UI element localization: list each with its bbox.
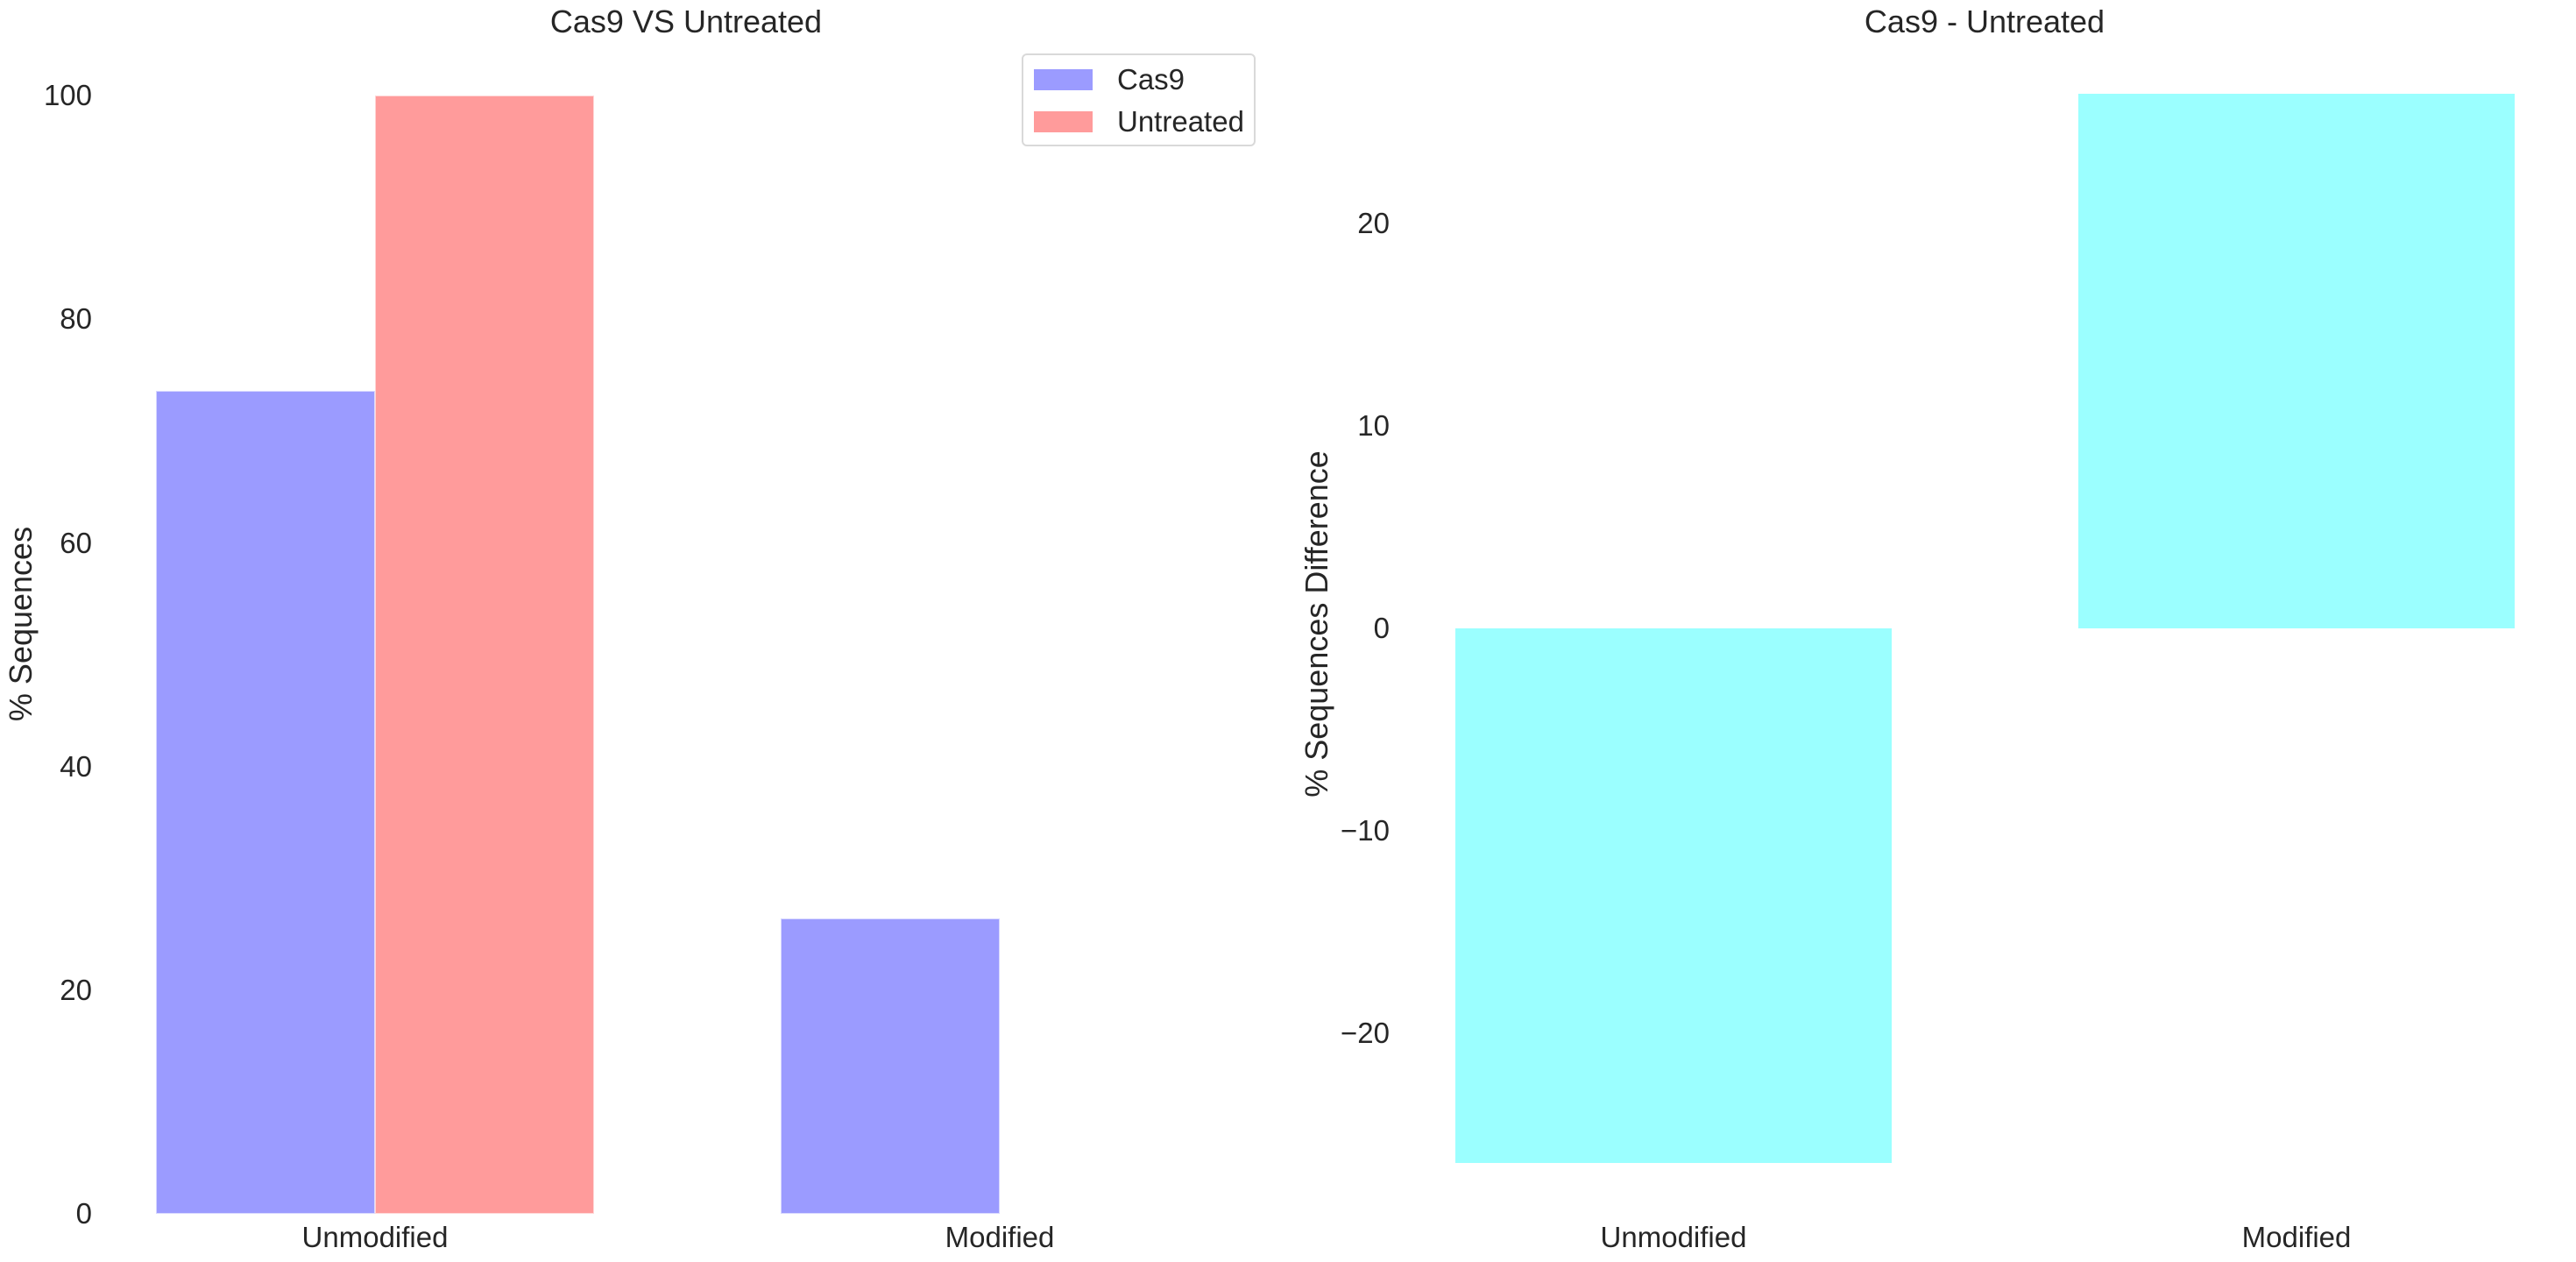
legend-swatch-untreated bbox=[1034, 111, 1093, 132]
bar-difference-unmodified bbox=[1455, 628, 1892, 1163]
bar-untreated-unmodified bbox=[375, 96, 594, 1214]
legend: Cas9 Untreated bbox=[1022, 53, 1256, 146]
y-tick: −10 bbox=[1341, 814, 1390, 847]
y-tick: 10 bbox=[1357, 409, 1390, 442]
right-chart-title: Cas9 - Untreated bbox=[1864, 4, 2105, 39]
y-tick: 40 bbox=[60, 750, 92, 783]
x-tick-modified: Modified bbox=[2241, 1221, 2352, 1253]
y-tick: 100 bbox=[43, 79, 92, 111]
bar-cas9-modified bbox=[781, 918, 1000, 1214]
legend-label: Cas9 bbox=[1117, 63, 1185, 96]
left-chart-title: Cas9 VS Untreated bbox=[549, 4, 823, 39]
y-tick: 0 bbox=[1373, 612, 1390, 644]
legend-swatch-cas9 bbox=[1034, 69, 1093, 90]
x-tick-modified: Modified bbox=[945, 1221, 1055, 1253]
bar-difference-modified bbox=[2078, 94, 2515, 628]
y-tick: 60 bbox=[60, 527, 92, 559]
y-tick: 80 bbox=[60, 302, 92, 335]
x-tick-unmodified: Unmodified bbox=[301, 1221, 449, 1253]
legend-item-cas9: Cas9 bbox=[1034, 62, 1185, 97]
legend-item-untreated: Untreated bbox=[1034, 104, 1244, 139]
y-tick: −20 bbox=[1341, 1017, 1390, 1049]
x-tick-unmodified: Unmodified bbox=[1600, 1221, 1747, 1253]
left-y-axis-label: % Sequences bbox=[3, 526, 39, 722]
y-tick: 20 bbox=[1357, 207, 1390, 239]
bar-cas9-unmodified bbox=[156, 390, 375, 1214]
y-tick: 20 bbox=[60, 974, 92, 1006]
legend-label: Untreated bbox=[1117, 105, 1244, 138]
right-y-axis-label: % Sequences Difference bbox=[1299, 450, 1334, 798]
y-tick: 0 bbox=[75, 1197, 92, 1230]
